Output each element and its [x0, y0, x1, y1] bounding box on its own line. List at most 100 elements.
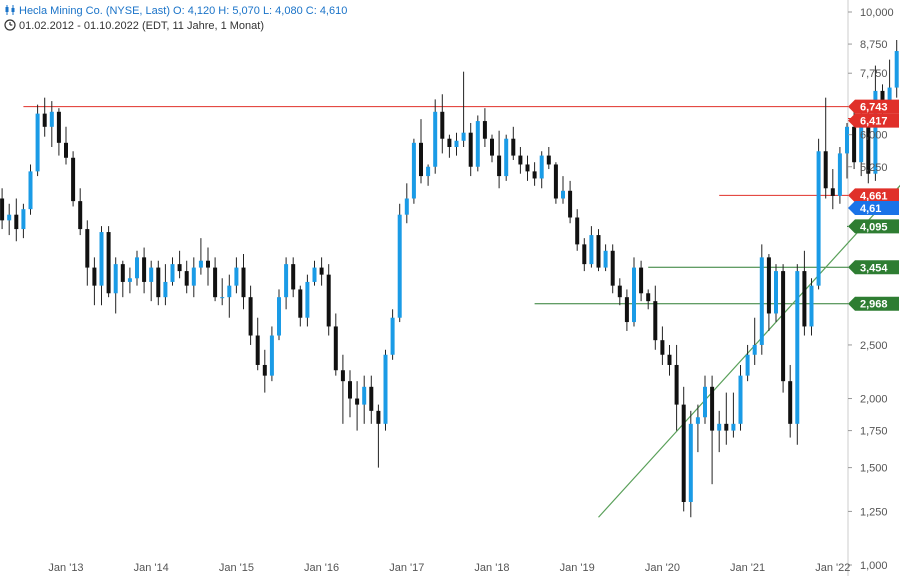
- candle-body: [92, 267, 97, 286]
- candle: [717, 410, 722, 453]
- candle: [99, 226, 104, 306]
- candle: [837, 147, 842, 204]
- x-tick-label: Jan '17: [389, 562, 424, 574]
- candle-body: [617, 285, 622, 298]
- candle: [511, 126, 516, 160]
- level-badge-label: 4,095: [860, 221, 888, 233]
- candle: [617, 278, 622, 306]
- candle-body: [426, 166, 431, 177]
- candle-body: [575, 217, 580, 245]
- candle-body: [163, 281, 168, 298]
- level-badge-shape: [848, 219, 899, 234]
- candle: [262, 349, 267, 393]
- level-badge-shape: [848, 260, 899, 275]
- level-badge-label: 6,417: [860, 116, 888, 128]
- candle-body: [859, 115, 864, 163]
- candle-body: [752, 344, 757, 355]
- candle-body: [674, 364, 679, 405]
- candle: [255, 317, 260, 371]
- candle-body: [589, 235, 594, 265]
- candle-body: [255, 335, 260, 365]
- candle-body: [852, 126, 857, 163]
- candle: [198, 238, 203, 275]
- candle: [376, 404, 381, 468]
- candle: [433, 99, 438, 174]
- candle-body: [348, 381, 352, 399]
- candle-body: [553, 164, 558, 199]
- candle: [766, 254, 771, 331]
- time-axis: Jan '13 Jan '14 Jan '15 Jan '16 Jan '17 Jan '…: [48, 562, 850, 574]
- candle: [525, 155, 530, 181]
- candle-body: [738, 375, 743, 424]
- candle: [227, 274, 232, 318]
- candle: [475, 115, 480, 172]
- candle: [447, 134, 452, 158]
- candle-body: [99, 232, 104, 286]
- y-tick-label: 6,000: [860, 130, 888, 142]
- candle-body: [220, 297, 225, 299]
- candle: [163, 264, 168, 306]
- candle-body: [724, 423, 729, 431]
- level-badge: 6,417: [848, 113, 899, 128]
- candle-body: [788, 381, 793, 424]
- candle: [191, 257, 196, 298]
- candle: [348, 370, 352, 418]
- candle: [703, 375, 707, 424]
- candle-body: [28, 171, 33, 210]
- candle: [319, 257, 324, 286]
- candle-body: [213, 267, 218, 298]
- candle: [397, 203, 402, 323]
- candle-body: [802, 271, 807, 327]
- candle-body: [248, 297, 253, 336]
- candle-body: [191, 267, 196, 286]
- candle: [603, 244, 608, 272]
- candle: [0, 188, 5, 230]
- x-tick-label: Jan '19: [560, 562, 595, 574]
- candle-body: [610, 250, 615, 286]
- chart-title: Hecla Mining Co. (NYSE, Last) O: 4,120 H…: [19, 5, 348, 17]
- candle-body: [234, 267, 239, 286]
- candle-body: [546, 155, 551, 165]
- candle-body: [632, 267, 636, 323]
- candle: [35, 104, 40, 177]
- candle: [21, 203, 26, 239]
- candle: [135, 250, 139, 286]
- candle-body: [880, 90, 885, 102]
- candle-body: [660, 340, 665, 355]
- candle: [234, 257, 239, 294]
- candle-body: [695, 417, 700, 424]
- candle: [14, 198, 19, 242]
- candle: [667, 344, 672, 376]
- level-badge-label: 3,454: [860, 262, 888, 274]
- candle-body: [816, 151, 821, 286]
- candle-body: [568, 190, 573, 218]
- candle-body: [170, 264, 175, 282]
- candle-body: [873, 90, 878, 174]
- candle: [710, 375, 715, 485]
- candle: [561, 176, 565, 204]
- candle: [745, 344, 750, 382]
- candle-body: [227, 285, 232, 298]
- candle-body: [21, 209, 26, 230]
- candle-body: [269, 335, 274, 376]
- candle-body: [419, 142, 423, 177]
- candle: [624, 289, 629, 331]
- candle: [291, 257, 296, 298]
- candle-body: [106, 232, 111, 294]
- y-tick-label: 10,000: [860, 7, 894, 19]
- candle: [639, 260, 644, 302]
- candle-body: [461, 132, 466, 141]
- candle: [127, 267, 132, 294]
- candle: [220, 278, 225, 306]
- candle-body: [14, 214, 19, 230]
- candle: [646, 289, 651, 310]
- candle-body: [866, 115, 871, 174]
- candle: [632, 257, 636, 327]
- chart-title-row: Hecla Mining Co. (NYSE, Last) O: 4,120 H…: [4, 4, 347, 17]
- y-tick-label: 2,500: [860, 340, 888, 352]
- candle: [312, 260, 317, 286]
- candle: [440, 94, 445, 154]
- level-badge-shape: [848, 113, 899, 128]
- level-badge: 6,743: [848, 99, 899, 114]
- candle: [7, 203, 12, 236]
